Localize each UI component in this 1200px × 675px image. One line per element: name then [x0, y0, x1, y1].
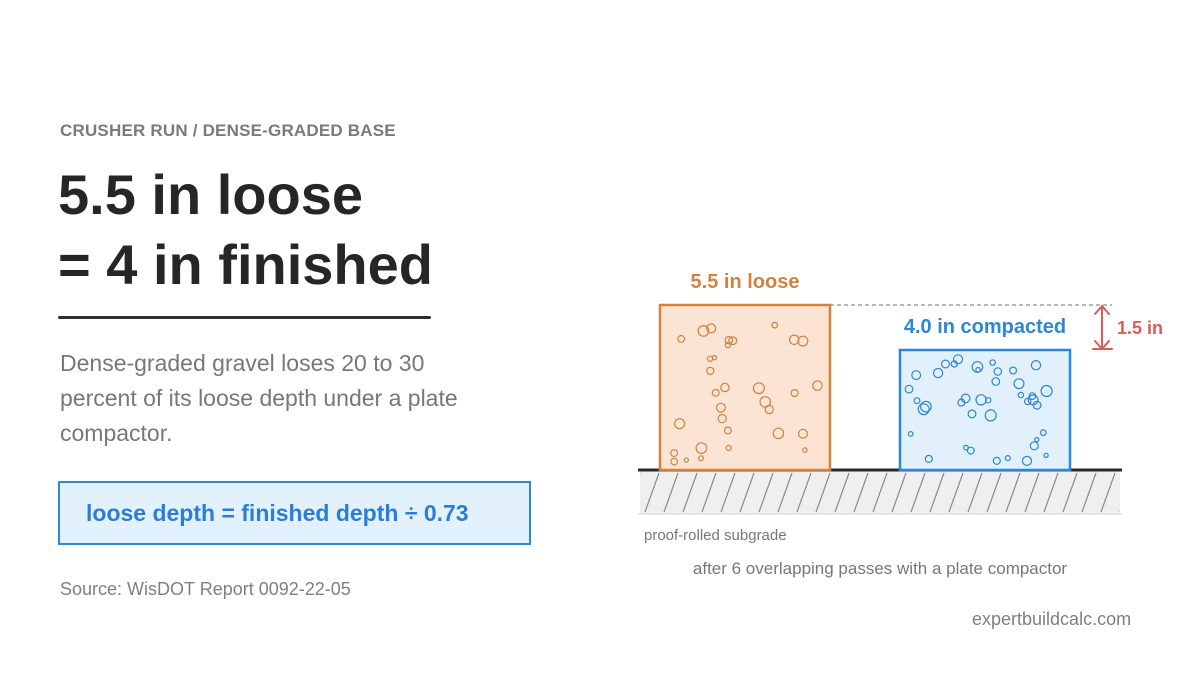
- loose-depth-label: 5.5 in loose: [691, 271, 800, 293]
- eyebrow-label: CRUSHER RUN / DENSE-GRADED BASE: [60, 121, 396, 140]
- headline-line-1: 5.5 in loose: [58, 163, 363, 226]
- description-text: Dense-graded gravel loses 20 to 30 perce…: [60, 350, 458, 446]
- loose-layer-block: [658, 303, 832, 472]
- difference-label: 1.5 in: [1117, 318, 1163, 338]
- formula-box: loose depth = finished depth ÷ 0.73: [58, 481, 531, 545]
- headline: 5.5 in loose = 4 in finished: [58, 160, 433, 300]
- diagram-caption: after 6 overlapping passes with a plate …: [693, 559, 1068, 578]
- compacted-layer-aggregate: [904, 354, 1053, 466]
- compacted-depth-label: 4.0 in compacted: [904, 316, 1066, 338]
- source-citation: Source: WisDOT Report 0092-22-05: [60, 579, 351, 599]
- difference-arrow: [1092, 304, 1113, 351]
- compacted-layer-block: [898, 348, 1072, 472]
- headline-divider: [58, 316, 431, 319]
- subgrade-hatching: [640, 472, 1120, 513]
- loose-layer-aggregate: [670, 321, 823, 466]
- subgrade-label: proof-rolled subgrade: [644, 527, 787, 544]
- formula-text: loose depth = finished depth ÷ 0.73: [86, 500, 469, 526]
- site-url[interactable]: expertbuildcalc.com: [972, 609, 1132, 629]
- headline-line-2: = 4 in finished: [58, 233, 433, 296]
